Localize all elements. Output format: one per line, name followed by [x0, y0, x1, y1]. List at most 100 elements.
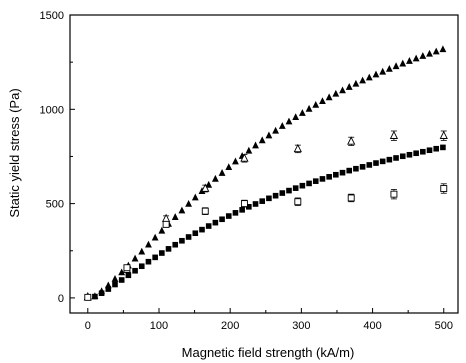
data-point: [165, 246, 172, 252]
data-point: [379, 158, 386, 165]
data-point: [346, 167, 353, 174]
data-point: [319, 176, 326, 182]
data-point: [218, 169, 226, 176]
data-point: [205, 180, 213, 188]
x-tick-label: 300: [292, 320, 310, 332]
data-point: [385, 64, 393, 72]
data-point: [312, 100, 320, 108]
data-point: [305, 104, 313, 112]
data-point: [159, 250, 165, 256]
data-point: [152, 254, 158, 261]
data-point: [399, 153, 406, 160]
data-point: [138, 247, 146, 255]
plot-border: [69, 14, 459, 314]
x-tick-label: 500: [435, 320, 453, 332]
data-point: [138, 263, 145, 270]
data-point: [285, 117, 293, 125]
data-point: [272, 126, 280, 134]
data-point: [339, 86, 346, 94]
data-point: [406, 57, 413, 64]
data-point: [118, 268, 126, 276]
y-tick-label: 500: [46, 199, 64, 211]
data-point: [105, 286, 112, 292]
data-point: [292, 185, 299, 191]
data-point: [259, 198, 266, 204]
data-point: [347, 136, 356, 145]
data-point: [252, 201, 259, 207]
data-point: [98, 290, 105, 296]
y-tick-label: 1000: [40, 104, 64, 116]
axis-ticks: [70, 14, 445, 313]
data-point: [123, 264, 131, 272]
data-point: [333, 171, 339, 178]
data-point: [379, 67, 387, 75]
data-point: [390, 190, 398, 198]
data-point: [125, 272, 132, 279]
data-point: [258, 136, 266, 144]
data-point: [345, 83, 353, 90]
data-point: [299, 182, 306, 189]
data-point: [266, 195, 272, 202]
data-point: [201, 183, 210, 192]
y-axis-label: Static yield stress (Pa): [7, 88, 22, 217]
data-point: [292, 113, 300, 121]
data-point: [131, 254, 139, 262]
data-point: [392, 62, 400, 70]
data-point: [240, 153, 249, 162]
data-point: [278, 122, 286, 129]
data-point: [426, 49, 433, 57]
data-point: [279, 190, 286, 196]
data-point: [312, 178, 319, 184]
y-tick-label: 0: [58, 293, 64, 305]
data-point: [372, 70, 380, 78]
data-point: [353, 165, 359, 172]
x-tick-label: 400: [363, 320, 381, 332]
data-point: [406, 151, 413, 158]
data-point: [339, 169, 346, 176]
data-point: [212, 219, 219, 226]
data-point: [84, 293, 92, 301]
data-point: [359, 164, 366, 170]
data-point: [412, 54, 420, 62]
data-point: [439, 130, 448, 139]
data-point: [265, 131, 273, 139]
data-point: [132, 267, 138, 274]
series-open-square: [84, 183, 448, 301]
data-point: [306, 180, 312, 187]
data-point: [326, 174, 332, 180]
data-point: [172, 241, 179, 248]
data-point: [298, 109, 306, 116]
data-marks: [83, 45, 448, 301]
data-point: [245, 146, 253, 154]
data-point: [232, 210, 239, 216]
data-point: [426, 147, 433, 154]
data-point: [185, 234, 192, 240]
data-point: [319, 97, 326, 104]
data-point: [252, 141, 259, 149]
data-point: [151, 233, 159, 241]
data-point: [199, 226, 205, 233]
data-point: [185, 199, 193, 207]
data-point: [225, 213, 232, 219]
data-point: [439, 45, 447, 53]
x-tick-label: 200: [221, 320, 239, 332]
data-point: [386, 156, 393, 163]
data-point: [433, 145, 440, 152]
data-point: [399, 59, 407, 67]
data-point: [92, 293, 98, 300]
data-point: [332, 89, 340, 97]
data-point: [191, 193, 199, 201]
data-point: [239, 207, 245, 213]
data-point: [347, 194, 355, 202]
plot-frame: [69, 14, 459, 314]
data-point: [201, 207, 209, 215]
data-point: [272, 192, 279, 199]
data-point: [145, 258, 152, 265]
data-point: [171, 213, 179, 220]
data-point: [211, 174, 219, 182]
data-point: [294, 198, 302, 206]
tick-labels: 0 100 200 300 400 500 0 500 1000 1500: [40, 10, 453, 332]
data-point: [419, 52, 427, 59]
